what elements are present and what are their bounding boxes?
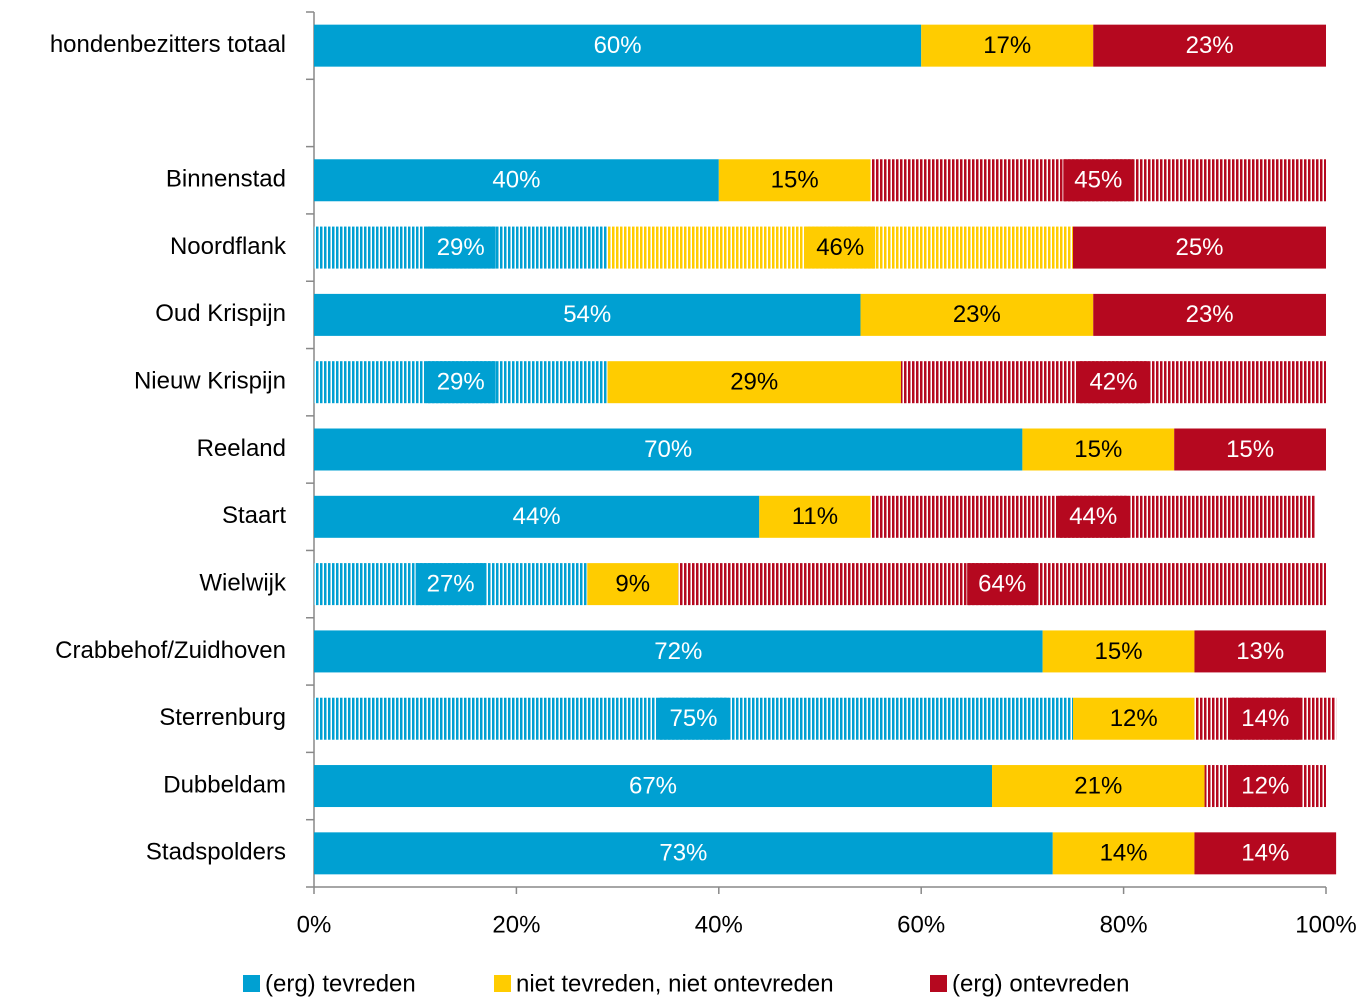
bar-segment <box>1174 428 1326 471</box>
label-box <box>1063 159 1134 202</box>
data-label: 15% <box>1074 436 1122 463</box>
data-label: 15% <box>1095 638 1143 665</box>
data-label: 44% <box>1069 503 1117 530</box>
y-tick-label: Stadspolders <box>146 839 286 866</box>
y-tick-label: Binnenstad <box>166 166 286 193</box>
legend-swatch <box>930 975 947 992</box>
data-label: 15% <box>1226 436 1274 463</box>
data-label: 29% <box>730 369 778 396</box>
legend-label: niet tevreden, niet ontevreden <box>516 970 834 997</box>
bar-segment <box>921 24 1094 67</box>
bar-segment <box>314 832 1053 875</box>
bar-segment <box>1042 630 1195 673</box>
data-label: 27% <box>427 570 475 597</box>
data-label: 21% <box>1074 772 1122 799</box>
y-tick-label: Nieuw Krispijn <box>134 368 286 395</box>
data-label: 73% <box>659 840 707 867</box>
bar-segment <box>718 159 871 202</box>
data-label: 46% <box>816 234 864 261</box>
x-tick-label: 40% <box>695 911 743 938</box>
bar-segment <box>1194 630 1326 673</box>
bar-segment <box>759 495 871 538</box>
bar-segment <box>587 563 679 606</box>
data-label: 12% <box>1241 772 1289 799</box>
y-tick-label: Noordflank <box>170 233 287 260</box>
label-box <box>1058 495 1129 538</box>
bar-segment <box>314 159 719 202</box>
x-tick-label: 0% <box>297 911 332 938</box>
data-label: 67% <box>629 772 677 799</box>
data-label: 72% <box>654 638 702 665</box>
bar-segment <box>314 428 1023 471</box>
data-label: 25% <box>1175 234 1223 261</box>
data-label: 15% <box>771 167 819 194</box>
data-label: 9% <box>615 570 650 597</box>
y-tick-label: hondenbezitters totaal <box>50 31 286 58</box>
label-box <box>967 563 1038 606</box>
y-tick-label: Dubbeldam <box>163 771 286 798</box>
y-tick-label: Sterrenburg <box>159 704 286 731</box>
x-tick-label: 20% <box>492 911 540 938</box>
label-box <box>658 697 729 740</box>
data-label: 14% <box>1241 705 1289 732</box>
bar-segment <box>860 293 1094 336</box>
bar-segment <box>1073 697 1195 740</box>
bar-segment <box>992 765 1205 808</box>
bar-segment <box>314 495 760 538</box>
y-tick-label: Oud Krispijn <box>155 300 286 327</box>
data-label: 23% <box>1186 301 1234 328</box>
bar-segment <box>1073 226 1326 269</box>
bar-segment <box>314 630 1043 673</box>
bar-segment <box>314 293 861 336</box>
data-label: 70% <box>644 436 692 463</box>
label-box <box>425 361 496 404</box>
legend-swatch <box>243 975 260 992</box>
legend-label: (erg) ontevreden <box>952 970 1129 997</box>
legend-swatch <box>494 975 511 992</box>
data-label: 14% <box>1100 840 1148 867</box>
bar-segment <box>1194 832 1337 875</box>
bar-segment <box>1052 832 1195 875</box>
data-label: 60% <box>594 32 642 59</box>
y-tick-label: Crabbehof/Zuidhoven <box>55 637 286 664</box>
data-label: 23% <box>1186 32 1234 59</box>
y-tick-label: Reeland <box>197 435 286 462</box>
bar-segment <box>314 765 993 808</box>
bar-segment <box>314 24 922 67</box>
data-label: 17% <box>983 32 1031 59</box>
legend-label: (erg) tevreden <box>265 970 416 997</box>
data-label: 23% <box>953 301 1001 328</box>
data-label: 44% <box>513 503 561 530</box>
data-label: 42% <box>1089 369 1137 396</box>
data-label: 11% <box>792 503 838 530</box>
label-box <box>805 226 876 269</box>
data-label: 45% <box>1074 167 1122 194</box>
data-label: 29% <box>437 369 485 396</box>
label-box <box>1078 361 1149 404</box>
data-label: 29% <box>437 234 485 261</box>
label-box <box>1230 697 1301 740</box>
x-tick-label: 60% <box>897 911 945 938</box>
data-label: 64% <box>978 570 1026 597</box>
y-tick-label: Wielwijk <box>199 569 287 596</box>
label-box <box>415 563 486 606</box>
label-box <box>425 226 496 269</box>
x-tick-label: 80% <box>1100 911 1148 938</box>
data-label: 40% <box>492 167 540 194</box>
label-box <box>1230 765 1301 808</box>
data-label: 54% <box>563 301 611 328</box>
data-label: 14% <box>1241 840 1289 867</box>
data-label: 12% <box>1110 705 1158 732</box>
bar-segment <box>607 361 901 404</box>
x-tick-label: 100% <box>1295 911 1356 938</box>
data-label: 13% <box>1236 638 1284 665</box>
bar-segment <box>1093 24 1326 67</box>
y-tick-label: Staart <box>222 502 286 529</box>
bar-segment <box>1022 428 1175 471</box>
data-label: 75% <box>669 705 717 732</box>
bar-segment <box>1093 293 1326 336</box>
